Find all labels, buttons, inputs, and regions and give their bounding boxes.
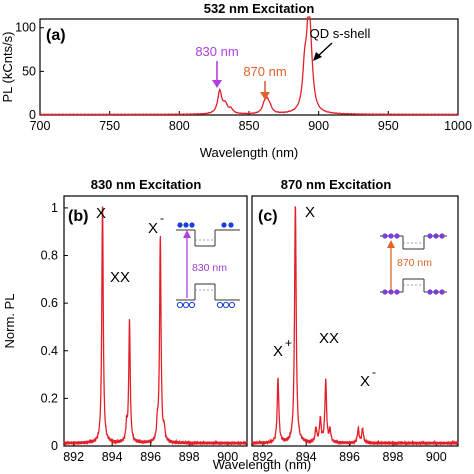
- electron-dot: [189, 222, 195, 228]
- arrowhead-830: [212, 80, 222, 88]
- plot-frame-b: [63, 195, 248, 447]
- xlabel-bc: Wavelength (nm): [213, 457, 312, 472]
- hole-dot: [439, 289, 445, 295]
- ticks-a: 700 750 800 850 900 950 1000 0 50 100: [15, 21, 472, 133]
- hole-dot: [188, 301, 196, 309]
- inset-label-870: 870 nm: [397, 257, 432, 269]
- arrow-qd: [317, 42, 333, 57]
- x-tick-label: 892: [252, 450, 273, 464]
- peak-label-x-b: X: [96, 205, 106, 222]
- x-tick-label: 700: [30, 119, 51, 133]
- annotation-870: 870 nm: [243, 64, 286, 79]
- hole-dot: [433, 289, 439, 295]
- x-tick-label: 900: [308, 119, 329, 133]
- x-tick-label: 950: [378, 119, 399, 133]
- spectrum-c: [251, 206, 459, 447]
- annotation-qd: QD s-shell: [310, 26, 371, 41]
- electron-dot: [221, 222, 227, 228]
- peak-label-x-c: X: [305, 204, 315, 221]
- hole-dot: [394, 289, 400, 295]
- panel-label-a: (a): [46, 27, 66, 44]
- plot-frame-c: [251, 195, 459, 447]
- y-tick-label: 0: [51, 439, 58, 453]
- y-tick-label: 100: [15, 21, 36, 35]
- x-tick-label: 800: [169, 119, 190, 133]
- electron-dot: [228, 222, 234, 228]
- y-tick-label: 50: [22, 64, 36, 78]
- inset-label-830: 830 nm: [192, 262, 227, 274]
- inset-830: 830 nm: [176, 222, 240, 309]
- title-b: 830 nm Excitation: [91, 177, 202, 192]
- hole-dot: [388, 289, 394, 295]
- x-tick-label: 900: [217, 450, 238, 464]
- x-tick-label: 1000: [444, 119, 472, 133]
- x-tick-label: 750: [99, 119, 120, 133]
- hole-dot: [216, 301, 224, 309]
- peak-label-xplus-c-sup: +: [285, 336, 292, 350]
- hole-dot: [228, 301, 236, 309]
- peak-label-xx-c: XX: [319, 330, 339, 347]
- peak-label-xminus-c-sup: -: [372, 365, 376, 379]
- hole-dot: [182, 301, 190, 309]
- ylabel-b: Norm. PL: [2, 294, 17, 349]
- x-tick-label: 892: [63, 450, 84, 464]
- hole-dot: [382, 289, 388, 295]
- y-tick-label: 0.4: [41, 344, 58, 358]
- electron-dot: [394, 233, 400, 239]
- y-tick-label: 0.6: [41, 296, 58, 310]
- ylabel-a: PL (kCnts/s): [0, 31, 15, 102]
- peak-label-xx-b: XX: [110, 269, 130, 286]
- panel-label-b: (b): [68, 208, 88, 225]
- x-tick-label: 896: [140, 450, 161, 464]
- ticks-c: 892 894 896 898 900: [252, 442, 447, 464]
- x-tick-label: 850: [239, 119, 260, 133]
- xlabel-a: Wavelength (nm): [200, 145, 299, 160]
- electron-dot: [433, 233, 439, 239]
- peak-label-xminus-b: X: [148, 220, 158, 237]
- spectrum-b: [63, 206, 248, 447]
- electron-dot: [388, 233, 394, 239]
- hole-dot: [222, 301, 230, 309]
- x-tick-label: 894: [102, 450, 123, 464]
- x-tick-label: 896: [339, 450, 360, 464]
- inset-870: 870 nm: [380, 233, 447, 295]
- electron-dot: [183, 222, 189, 228]
- y-tick-label: 0: [29, 108, 36, 122]
- electron-dot: [427, 233, 433, 239]
- panel-label-c: (c): [258, 208, 278, 225]
- x-tick-label: 898: [383, 450, 404, 464]
- title-c: 870 nm Excitation: [281, 177, 392, 192]
- peak-label-xplus-c: X: [273, 343, 283, 360]
- y-tick-label: 0.2: [41, 391, 58, 405]
- electron-dot: [382, 233, 388, 239]
- spectrum-a: [39, 16, 459, 116]
- x-tick-label: 900: [426, 450, 447, 464]
- x-tick-label: 894: [296, 450, 317, 464]
- x-tick-label: 898: [179, 450, 200, 464]
- y-tick-label: 1: [51, 201, 58, 215]
- title-a: 532 nm Excitation: [204, 1, 315, 16]
- arrowhead-qd: [313, 52, 322, 61]
- electron-dot: [177, 222, 183, 228]
- ticks-b: 892 894 896 898 900 0 0.2 0.4 0.6 0.8 1: [41, 201, 239, 464]
- electron-dot: [439, 233, 445, 239]
- hole-dot: [427, 289, 433, 295]
- arrowhead-870: [260, 92, 270, 100]
- hole-dot: [176, 301, 184, 309]
- y-tick-label: 0.8: [41, 249, 58, 263]
- peak-label-xminus-b-sup: -: [160, 211, 164, 225]
- annotation-830: 830 nm: [195, 44, 238, 59]
- peak-label-xminus-c: X: [360, 373, 370, 390]
